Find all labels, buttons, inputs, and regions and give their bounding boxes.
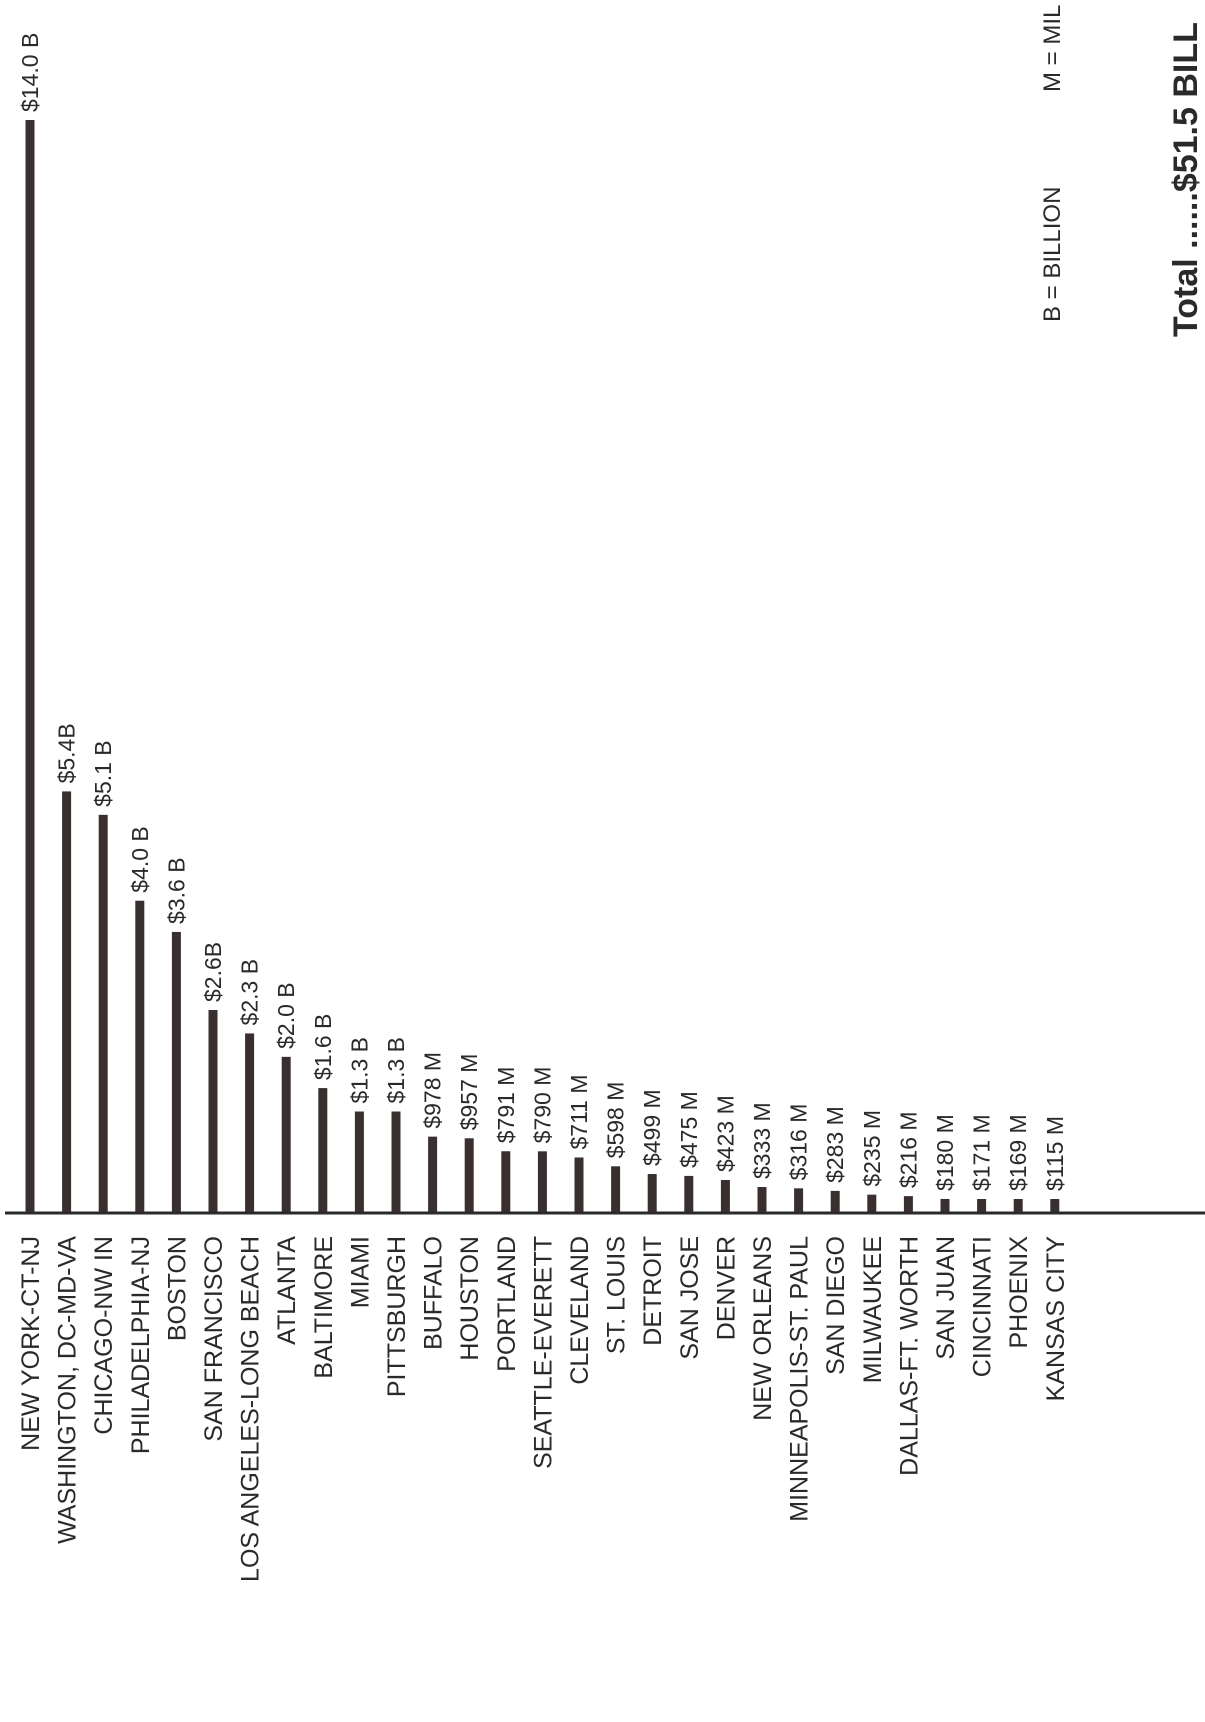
bar [208, 1010, 218, 1213]
value-label: $171 M [969, 1114, 995, 1191]
category-label: PORTLAND [493, 1236, 521, 1372]
value-label: $14.0 B [17, 33, 43, 112]
category-label: BALTIMORE [310, 1236, 338, 1379]
category-label: DENVER [712, 1236, 740, 1340]
category-label: SAN JOSE [676, 1236, 704, 1360]
category-label: MINNEAPOLIS-ST. PAUL [786, 1236, 814, 1522]
value-label: $598 M [603, 1082, 629, 1159]
bars-group [25, 120, 1060, 1213]
category-label: WASHINGTON, DC-MD-VA [54, 1236, 82, 1544]
bar [977, 1199, 987, 1213]
category-label: NEW YORK-CT-NJ [17, 1236, 45, 1451]
category-label: SAN DIEGO [822, 1236, 850, 1375]
bar [318, 1088, 328, 1213]
category-label: HOUSTON [456, 1236, 484, 1361]
category-label: SAN FRANCISCO [200, 1236, 228, 1442]
bar [391, 1111, 401, 1213]
value-label: $978 M [420, 1052, 446, 1129]
bar [684, 1175, 694, 1213]
value-label: $1.6 B [310, 1014, 336, 1081]
category-label: KANSAS CITY [1042, 1236, 1070, 1402]
legend-billion: B = BILLION [1039, 187, 1066, 322]
bar [98, 814, 108, 1213]
bar [501, 1151, 511, 1213]
category-label: DETROIT [639, 1236, 667, 1346]
category-label: PHOENIX [1005, 1236, 1033, 1349]
bar [830, 1190, 840, 1213]
bar [281, 1056, 291, 1213]
bar [245, 1033, 255, 1213]
bar [903, 1196, 913, 1213]
category-label: SEATTLE-EVERETT [529, 1236, 557, 1469]
bar [720, 1179, 730, 1213]
value-label: $333 M [749, 1102, 775, 1179]
bar [135, 900, 145, 1213]
value-label: $5.4B [54, 723, 80, 783]
bar [867, 1194, 877, 1213]
legend-million: M = MIL [1039, 5, 1066, 92]
bar [428, 1136, 438, 1213]
bar [464, 1138, 474, 1213]
category-label: CHICAGO-NW IN [90, 1236, 118, 1435]
value-label: $2.3 B [237, 959, 263, 1026]
value-label: $2.6B [200, 942, 226, 1002]
bar [757, 1187, 767, 1213]
value-label: $711 M [566, 1074, 592, 1149]
category-label: CINCINNATI [969, 1236, 997, 1377]
category-label: ST. LOUIS [603, 1236, 631, 1354]
value-label: $1.3 B [383, 1037, 409, 1104]
category-label: MIAMI [346, 1236, 374, 1308]
value-label: $2.0 B [273, 982, 299, 1049]
value-label: $475 M [676, 1091, 702, 1168]
bar [1050, 1199, 1060, 1213]
bar [354, 1111, 364, 1213]
bar [611, 1166, 621, 1213]
value-label: $4.0 B [127, 826, 153, 893]
category-label: CLEVELAND [566, 1236, 594, 1385]
category-label: BOSTON [163, 1236, 191, 1341]
category-label: PHILADELPHIA-NJ [127, 1236, 155, 1454]
value-label: $169 M [1005, 1114, 1031, 1191]
bar [537, 1151, 547, 1213]
value-label: $791 M [493, 1067, 519, 1144]
value-label: $957 M [456, 1054, 482, 1131]
bar [62, 791, 72, 1213]
value-label: $180 M [932, 1114, 958, 1191]
category-label: LOS ANGELES-LONG BEACH [237, 1236, 265, 1582]
category-label: MILWAUKEE [859, 1236, 887, 1383]
value-label: $1.3 B [346, 1037, 372, 1104]
value-label: $316 M [786, 1104, 812, 1181]
value-label: $283 M [822, 1106, 848, 1183]
category-label: NEW ORLEANS [749, 1236, 777, 1421]
value-label: $5.1 B [90, 740, 116, 807]
value-label: $790 M [529, 1067, 555, 1144]
total-label: Total ......$51.5 BILL [1167, 22, 1205, 337]
bar [647, 1174, 657, 1213]
legend: B = BILLION M = MIL Total ......$51.5 BI… [1039, 5, 1205, 337]
category-label: BUFFALO [420, 1236, 448, 1350]
bar [794, 1188, 804, 1213]
category-label: DALLAS-FT. WORTH [895, 1236, 923, 1476]
bar [940, 1198, 950, 1213]
bar [574, 1157, 584, 1213]
bar [1013, 1199, 1023, 1213]
value-labels: $14.0 B $5.4B $5.1 B $4.0 B $3.6 B $2.6B $2.3 … [17, 33, 1068, 1191]
value-label: $499 M [639, 1089, 665, 1166]
category-label: SAN JUAN [932, 1236, 960, 1360]
value-label: $115 M [1042, 1116, 1068, 1191]
bar [25, 120, 35, 1213]
category-label: ATLANTA [273, 1236, 301, 1345]
value-label: $235 M [859, 1110, 885, 1187]
bar [171, 931, 181, 1213]
value-label: $3.6 B [163, 857, 189, 924]
category-labels: NEW YORK-CT-NJ WASHINGTON, DC-MD-VA CHICAG… [17, 1236, 1070, 1582]
value-label: $216 M [895, 1111, 921, 1188]
value-label: $423 M [712, 1095, 738, 1172]
category-label: PITTSBURGH [383, 1236, 411, 1397]
